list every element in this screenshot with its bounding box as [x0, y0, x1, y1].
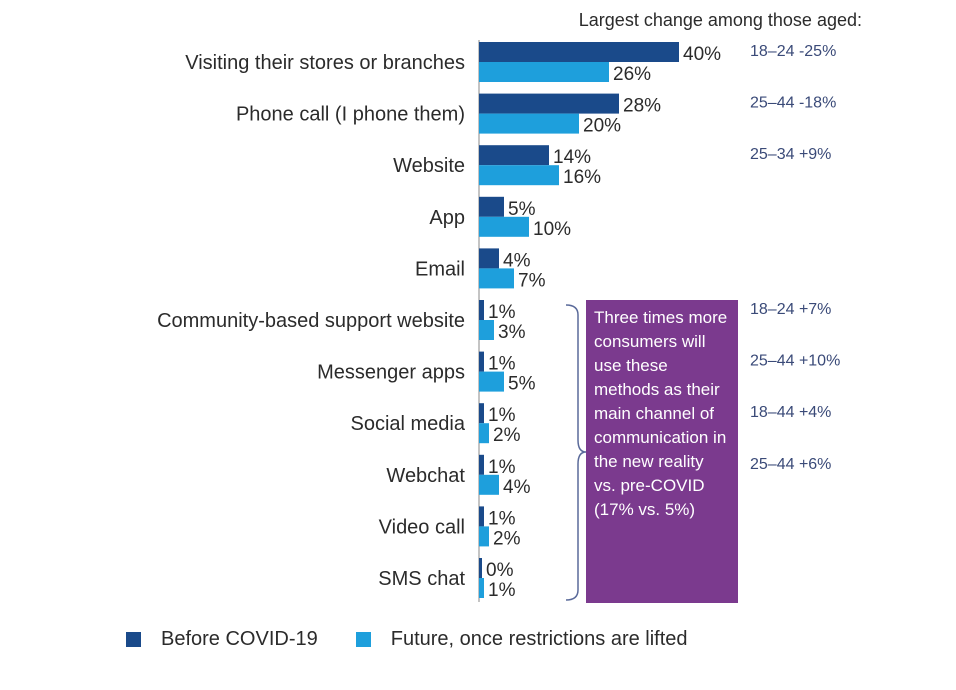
age-change-label: 25–44 -18%	[750, 95, 836, 112]
legend: Before COVID-19 Future, once restriction…	[126, 628, 726, 651]
bar-before	[479, 351, 484, 372]
legend-label-future: Future, once restrictions are lifted	[390, 628, 688, 650]
category-label: Email	[415, 258, 465, 280]
bar-before	[479, 145, 549, 166]
value-label-before: 4%	[503, 250, 531, 271]
value-label-before: 28%	[623, 96, 661, 117]
value-label-future: 5%	[508, 374, 536, 395]
bar-future	[479, 578, 484, 598]
bar-before	[479, 558, 482, 578]
bar-future	[479, 474, 499, 495]
bar-future	[479, 113, 579, 134]
legend-swatch-future	[355, 632, 371, 647]
age-change-label: 18–24 +7%	[750, 301, 831, 318]
value-label-before: 1%	[488, 508, 516, 529]
bar-future	[479, 165, 559, 186]
bar-before	[479, 300, 484, 320]
value-label-before: 14%	[553, 147, 591, 168]
bar-future	[479, 526, 489, 547]
value-label-before: 40%	[683, 44, 721, 65]
value-label-before: 1%	[488, 354, 516, 375]
value-label-before: 1%	[488, 302, 516, 323]
value-label-before: 1%	[488, 457, 516, 478]
category-label: App	[429, 207, 465, 229]
bar-before	[479, 248, 499, 269]
age-change-label: 25–34 +9%	[750, 146, 831, 163]
value-label-future: 16%	[563, 167, 601, 188]
bar-before	[479, 454, 484, 475]
callout-bracket	[565, 304, 587, 601]
value-label-future: 10%	[533, 219, 571, 240]
age-change-label: 18–24 -25%	[750, 43, 836, 60]
bar-future	[479, 371, 504, 392]
value-label-future: 3%	[498, 322, 526, 343]
value-label-future: 1%	[488, 580, 516, 601]
category-label: Social media	[350, 413, 465, 435]
callout-text: Three times more consumers will use thes…	[594, 308, 728, 519]
legend-label-before: Before COVID-19	[161, 628, 318, 650]
legend-item-before: Before COVID-19	[126, 628, 318, 651]
value-label-future: 2%	[493, 425, 521, 446]
category-label: Video call	[379, 516, 465, 538]
category-label: Phone call (I phone them)	[236, 104, 465, 126]
category-label: Visiting their stores or branches	[185, 52, 465, 74]
bar-before	[479, 196, 504, 217]
bar-before	[479, 93, 619, 114]
bar-future	[479, 62, 609, 82]
legend-item-future: Future, once restrictions are lifted	[355, 628, 688, 651]
legend-swatch-before	[126, 632, 141, 647]
bar-before	[479, 506, 484, 527]
age-change-label: 25–44 +6%	[750, 456, 831, 473]
age-change-label: 25–44 +10%	[750, 353, 840, 370]
header-label: Largest change among those aged:	[579, 10, 862, 30]
bar-future	[479, 320, 494, 340]
value-label-future: 26%	[613, 64, 651, 85]
category-label: Messenger apps	[317, 362, 465, 384]
value-label-future: 20%	[583, 116, 621, 137]
bar-future	[479, 216, 529, 237]
value-label-future: 4%	[503, 477, 531, 498]
value-label-before: 0%	[486, 560, 514, 581]
category-label: Community-based support website	[157, 310, 465, 332]
age-change-label: 18–44 +4%	[750, 404, 831, 421]
category-label: SMS chat	[378, 568, 465, 590]
bar-future	[479, 423, 489, 444]
value-label-future: 7%	[518, 270, 546, 291]
category-label: Webchat	[386, 465, 465, 487]
value-label-future: 2%	[493, 528, 521, 549]
category-label: Website	[393, 155, 465, 177]
bar-future	[479, 268, 514, 289]
value-label-before: 1%	[488, 405, 516, 426]
value-label-before: 5%	[508, 199, 536, 220]
callout-box	[586, 300, 738, 603]
bar-before	[479, 403, 484, 424]
bar-before	[479, 42, 679, 62]
